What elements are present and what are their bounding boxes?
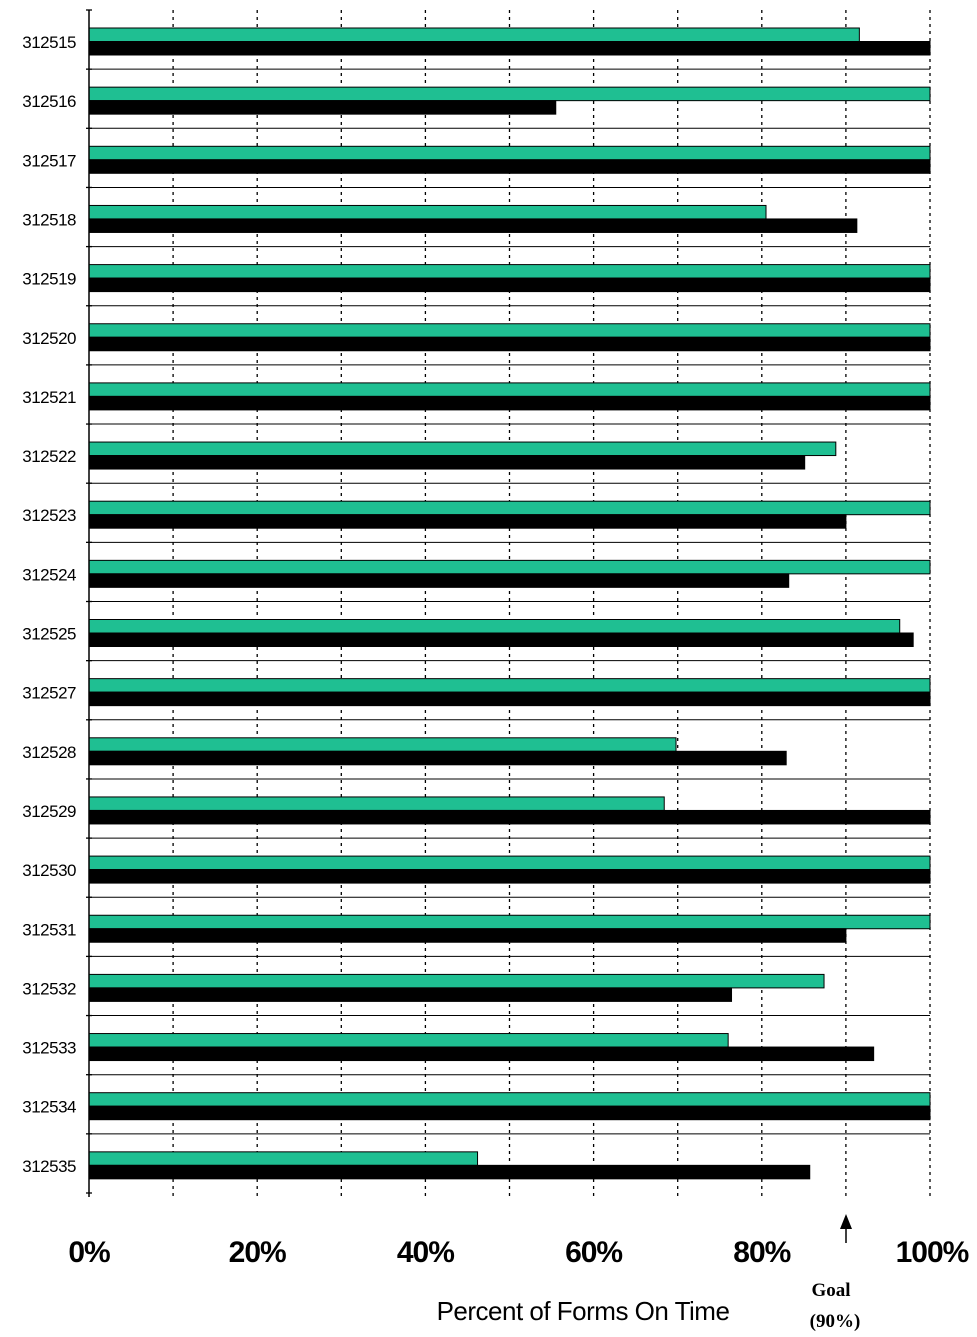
category-label: 312531 [22,920,76,939]
bar-312515-series-1 [88,27,860,42]
bar-312522-series-1 [88,441,837,457]
bar-312528-series-2 [88,750,787,766]
category-label: 312524 [22,565,76,584]
bar-312529-series-2 [88,809,931,825]
bar-312535-series-1 [88,1151,479,1166]
category-label: 312523 [22,506,76,525]
bar-312522-series-2 [88,455,806,470]
category-label: 312518 [22,210,76,229]
bar-312524-series-2 [88,573,790,588]
bar-312518-series-1 [88,204,767,220]
bar-312517-series-1 [88,145,931,161]
category-label: 312535 [22,1157,76,1176]
bar-312534-series-2 [88,1105,931,1121]
category-label: 312530 [22,861,76,880]
goal-arrow-head-icon [840,1214,852,1229]
bar-312524-series-1 [88,559,931,575]
bar-312518-series-2 [88,218,858,233]
goal-marker: Goal (90%) [810,1214,861,1332]
axes [86,9,930,1197]
bar-312519-series-2 [88,277,931,293]
category-label: 312517 [22,151,76,170]
category-label: 312533 [22,1039,76,1058]
x-tick-label: 40% [397,1236,454,1269]
bar-312519-series-1 [88,264,931,279]
bar-312529-series-1 [88,796,665,811]
bar-312528-series-1 [88,737,677,752]
x-tick-label: 80% [733,1236,790,1269]
bar-312521-series-2 [88,395,931,411]
category-label: 312527 [22,684,76,703]
category-label: 312522 [22,447,76,466]
bar-312527-series-1 [88,678,931,693]
bar-312523-series-2 [88,514,847,529]
bar-312532-series-1 [88,973,825,989]
bars [88,27,931,1180]
goal-value-label: (90%) [810,1311,861,1332]
x-axis-title: Percent of Forms On Time [437,1296,730,1326]
bar-312531-series-1 [88,914,931,930]
category-label: 312520 [22,329,76,348]
category-label: 312525 [22,625,76,644]
x-tick-label: 60% [565,1236,622,1269]
bar-312535-series-2 [88,1164,811,1180]
category-label: 312521 [22,388,76,407]
x-tick-label: 0% [68,1236,110,1269]
bar-312527-series-2 [88,691,931,707]
x-tick-label: 100% [896,1236,969,1269]
bar-312523-series-1 [88,500,931,516]
labels: 312515 312516 312517 312518 312519 312520 3125… [22,33,969,1269]
bar-312530-series-1 [88,855,931,871]
x-tick-label: 20% [229,1236,286,1269]
bar-312520-series-1 [88,323,931,338]
bar-312516-series-1 [88,86,931,102]
bar-312516-series-2 [88,100,557,115]
bar-312533-series-1 [88,1033,729,1048]
category-label: 312534 [22,1098,76,1117]
bar-312520-series-2 [88,336,931,352]
bar-312530-series-2 [88,869,931,884]
category-label: 312528 [22,743,76,762]
bar-312515-series-2 [88,41,931,56]
bar-312517-series-2 [88,159,931,174]
category-label: 312529 [22,802,76,821]
bar-312521-series-1 [88,382,931,397]
bar-312533-series-2 [88,1046,875,1062]
bar-312525-series-2 [88,632,914,647]
category-label: 312516 [22,92,76,111]
category-label: 312532 [22,979,76,998]
category-label: 312519 [22,270,76,289]
bar-312531-series-2 [88,928,847,943]
bar-312532-series-2 [88,987,733,1002]
bar-312534-series-1 [88,1092,931,1107]
bar-312525-series-1 [88,619,901,634]
category-label: 312515 [22,33,76,52]
goal-label: Goal [811,1280,850,1301]
grid-lines [172,10,931,1197]
